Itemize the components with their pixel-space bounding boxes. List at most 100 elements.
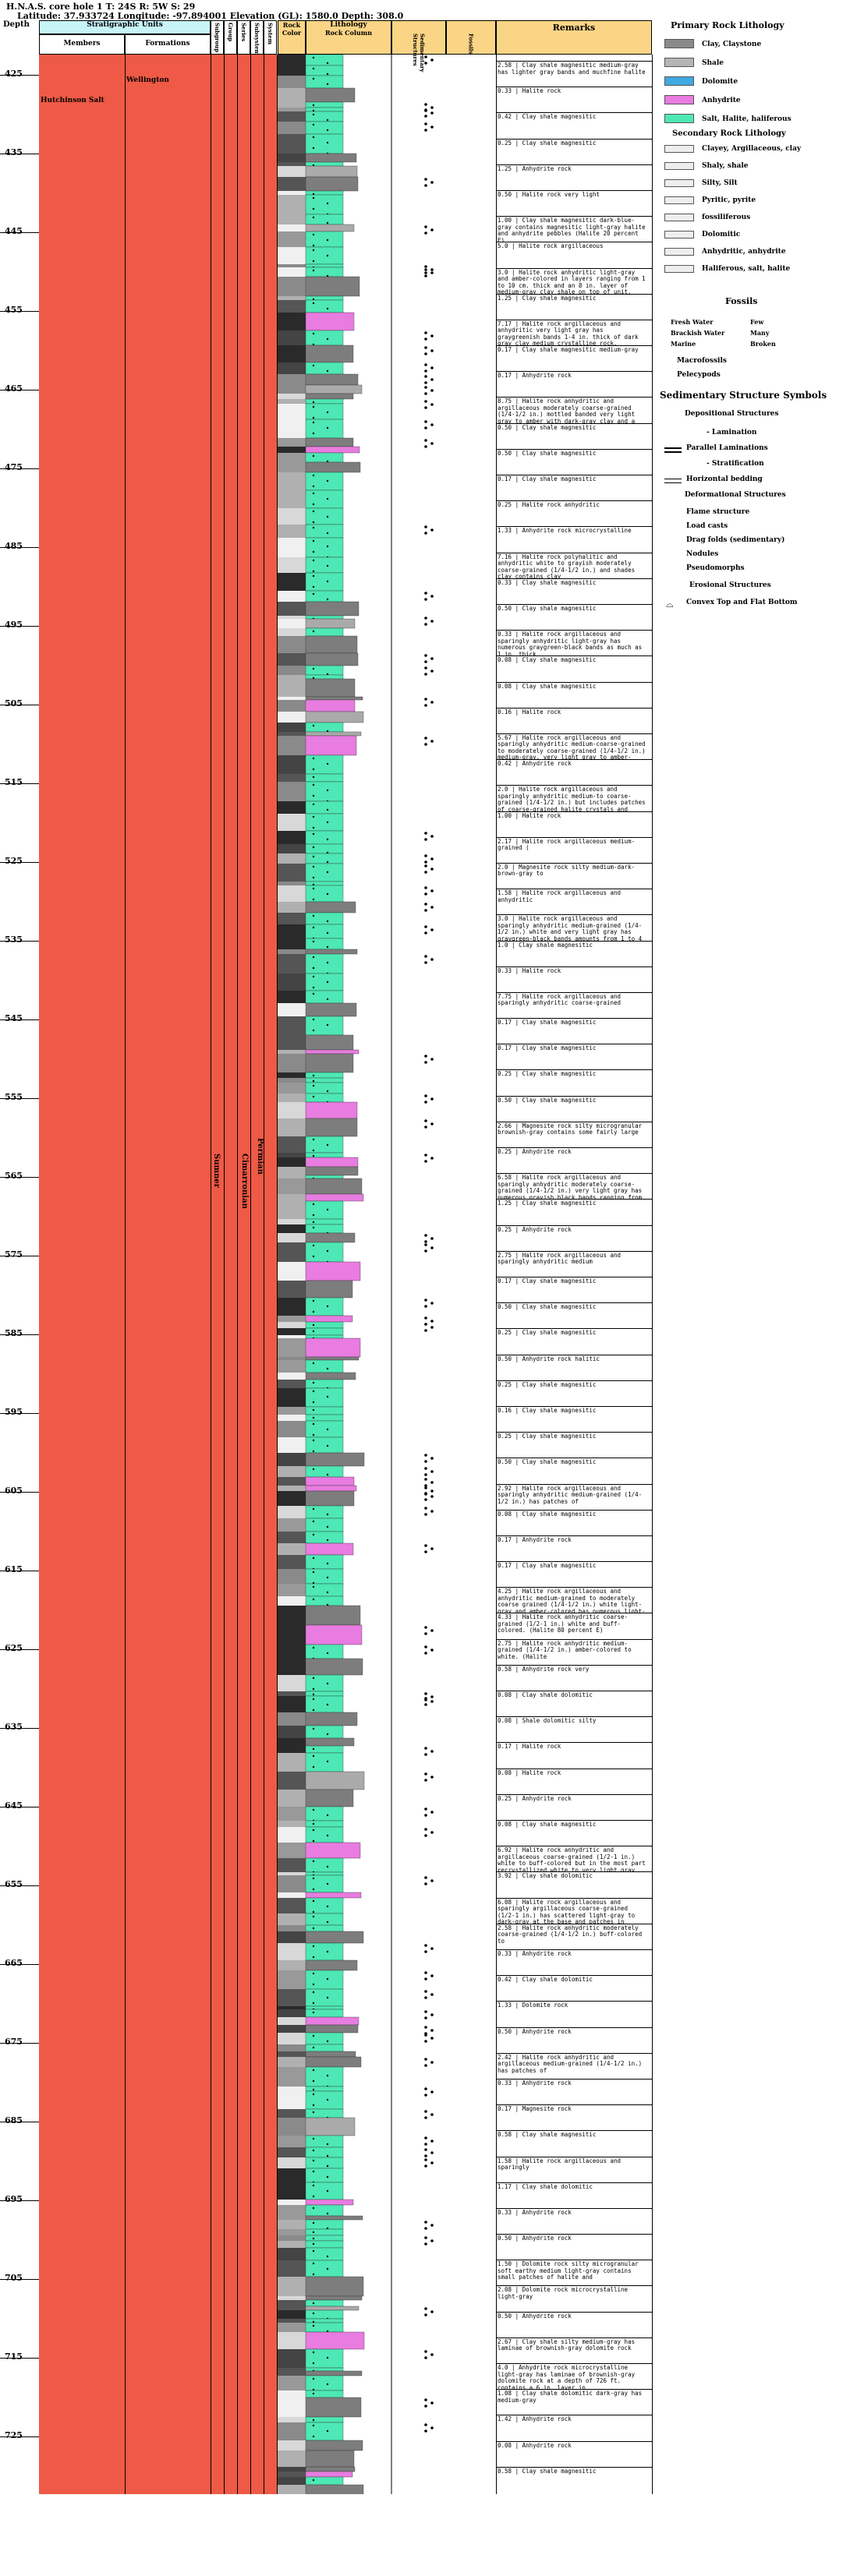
- nodule-symbol: [424, 420, 427, 423]
- lithology-bed: [305, 830, 344, 845]
- depth-label: 485: [5, 541, 23, 551]
- depth-tick: [0, 1885, 39, 1886]
- rock-color-bed: [278, 1050, 306, 1054]
- lithology-bed: [305, 1118, 358, 1137]
- rock-color-bed: [278, 1790, 306, 1807]
- remark-divider: [496, 2285, 652, 2287]
- rock-color-bed: [278, 1532, 306, 1543]
- halite-pattern-dot: [312, 298, 315, 301]
- remark-entry: 1.42 | Anhydrite rock: [498, 2416, 572, 2423]
- nodule-symbol: [430, 1302, 434, 1305]
- halite-pattern-dot: [326, 83, 329, 86]
- lithology-bed: [305, 1157, 359, 1168]
- nodule-symbol: [424, 1753, 427, 1756]
- nodule-symbol: [424, 2423, 427, 2426]
- nodule-symbol: [424, 400, 427, 403]
- remark-divider: [496, 138, 652, 140]
- halite-pattern-dot: [312, 2002, 315, 2005]
- remark-entry: 0.17 | Anhydrite rock: [498, 373, 572, 380]
- rock-color-bed: [278, 913, 306, 924]
- depth-label: 425: [5, 69, 23, 79]
- halite-pattern-dot: [312, 768, 315, 771]
- remark-entry: 0.42 | Clay shale magnesitic: [498, 114, 597, 121]
- halite-pattern-dot: [326, 1760, 329, 1763]
- halite-pattern-dot: [312, 2046, 315, 2049]
- lithology-bed: [305, 2331, 365, 2350]
- primary-swatch: [664, 95, 694, 104]
- nodule-symbol: [424, 1632, 427, 1635]
- halite-pattern-dot: [326, 62, 329, 65]
- lithology-bed: [305, 1193, 364, 1202]
- rock-color-bed: [278, 2044, 306, 2051]
- hutchinson-label: Hutchinson Salt: [41, 97, 104, 104]
- nodule-symbol: [424, 1550, 427, 1553]
- halite-pattern-dot: [312, 136, 315, 139]
- lithology-bed: [305, 330, 344, 346]
- remark-entry: 6.58 | Halite rock argillaceous and spar…: [498, 1175, 643, 1200]
- lithology-bed: [305, 1897, 344, 1914]
- lithology-bed: [305, 678, 356, 698]
- rock-color-bed: [278, 362, 306, 374]
- nodule-symbol: [424, 369, 427, 373]
- lithology-bed: [305, 1820, 344, 1828]
- rock-color-bed: [278, 2300, 306, 2306]
- halite-pattern-dot: [312, 1899, 315, 1903]
- lithology-bed: [305, 881, 344, 886]
- remark-entry: 1.50 | Dolomite rock silty microgranular…: [498, 2261, 643, 2281]
- halite-pattern-dot: [312, 56, 315, 59]
- halite-pattern-dot: [312, 1581, 315, 1585]
- nodule-symbol: [430, 1481, 434, 1484]
- lithology-bed: [305, 472, 344, 491]
- lithology-bed: [305, 1826, 344, 1843]
- nodule-symbol: [424, 2094, 427, 2097]
- lithology-bed: [305, 2466, 356, 2472]
- nodule-symbol: [430, 58, 434, 62]
- lithology-bed: [305, 735, 357, 756]
- nodule-symbol: [424, 1125, 427, 1129]
- nodule-symbol: [424, 660, 427, 663]
- remark-entry: 1.58 | Halite rock argillaceous and anhy…: [498, 890, 625, 903]
- remark-entry: 0.17 | Clay shale magnesitic: [498, 476, 597, 483]
- halite-pattern-dot: [326, 2429, 329, 2433]
- remark-entry: 0.25 | Clay shale magnesitic: [498, 1433, 597, 1440]
- rock-color-bed: [278, 1843, 306, 1858]
- lithology-bed: [305, 953, 344, 974]
- halite-pattern-dot: [312, 1520, 315, 1523]
- halite-pattern-dot: [312, 1422, 315, 1426]
- rock-color-bed: [278, 1989, 306, 2006]
- nodule-symbol: [424, 1772, 427, 1776]
- depth-label: 495: [5, 620, 23, 630]
- nodule-symbol: [424, 909, 427, 912]
- member-divider: [125, 55, 126, 2494]
- lithology-bed: [305, 2260, 344, 2277]
- nodule-symbol: [424, 860, 427, 864]
- lithology-bed: [305, 2219, 344, 2230]
- halite-pattern-dot: [312, 776, 315, 779]
- rock-color-bed: [278, 2182, 306, 2200]
- halite-pattern-dot: [312, 1381, 315, 1384]
- lithology-bed: [305, 711, 364, 723]
- halite-pattern-dot: [326, 1305, 329, 1308]
- depth-tick: [0, 862, 39, 863]
- remark-entry: 2.67 | Clay shale silty medium-gray has …: [498, 2338, 639, 2352]
- lithology-bed: [305, 2397, 362, 2418]
- nodule-symbol: [424, 1492, 427, 1495]
- remark-divider: [496, 526, 652, 528]
- rock-color-bed: [278, 1892, 306, 1898]
- deformational-title: Deformational Structures: [685, 491, 786, 499]
- remark-entry: 0.16 | Halite rock: [498, 708, 561, 716]
- lithology-bed: [305, 393, 354, 400]
- halite-pattern-dot: [326, 1682, 329, 1685]
- nodule-symbol: [424, 1460, 427, 1463]
- halite-pattern-dot: [312, 1390, 315, 1393]
- halite-pattern-dot: [326, 1513, 329, 1516]
- halite-pattern-dot: [312, 2170, 315, 2173]
- lithology-bed: [305, 362, 344, 375]
- nodule-symbol: [430, 268, 434, 271]
- nodule-symbol: [424, 1652, 427, 1655]
- halite-pattern-dot: [312, 2093, 315, 2096]
- remark-entry: 0.33 | Halite rock argillaceous and spar…: [498, 631, 646, 657]
- nodule-symbol: [424, 1299, 427, 1302]
- nodule-symbol: [424, 955, 427, 958]
- lithology-bed: [305, 615, 344, 620]
